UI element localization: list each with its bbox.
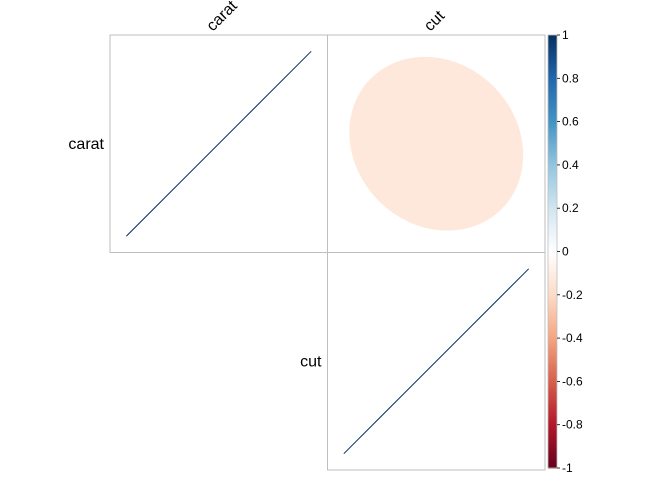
row-label-carat: carat [68, 136, 104, 153]
column-labels: carat cut [204, 0, 449, 35]
row-labels: carat cut [68, 136, 322, 371]
colorbar-tick-label: 0.2 [562, 201, 579, 215]
colorbar-tick-label: 0.8 [562, 71, 579, 85]
column-label-carat: carat [204, 0, 242, 35]
colorbar-gradient [548, 35, 557, 469]
colorbar-tick-label: 0.6 [562, 115, 579, 129]
colorbar-tick-label: -0.6 [562, 374, 583, 388]
colorbar-tick-label: 1 [562, 28, 569, 42]
colorbar-tick-label: -0.2 [562, 288, 583, 302]
cell-carat-carat [109, 34, 328, 253]
colorbar-tick-label: -0.8 [562, 418, 583, 432]
colorbar-tick-label: 0 [562, 245, 569, 259]
column-label-cut: cut [421, 7, 449, 35]
row-label-cut: cut [300, 353, 322, 370]
colorbar-tick-label: 0.4 [562, 158, 579, 172]
ellipse-mark-cut-cut [343, 268, 530, 455]
ellipse-mark-carat-carat [125, 50, 312, 237]
colorbar-tick-label: -0.4 [562, 331, 583, 345]
color-legend: -1 -0.8 -0.6 -0.4 -0.2 0 0.2 0.4 0.6 0.8 1 [547, 28, 583, 475]
cell-carat-cut [327, 34, 546, 253]
colorbar-tick-label: -1 [562, 461, 573, 475]
cell-cut-cut [327, 252, 546, 471]
ellipse-mark-carat-cut [349, 56, 524, 231]
matrix-cells [109, 34, 546, 471]
